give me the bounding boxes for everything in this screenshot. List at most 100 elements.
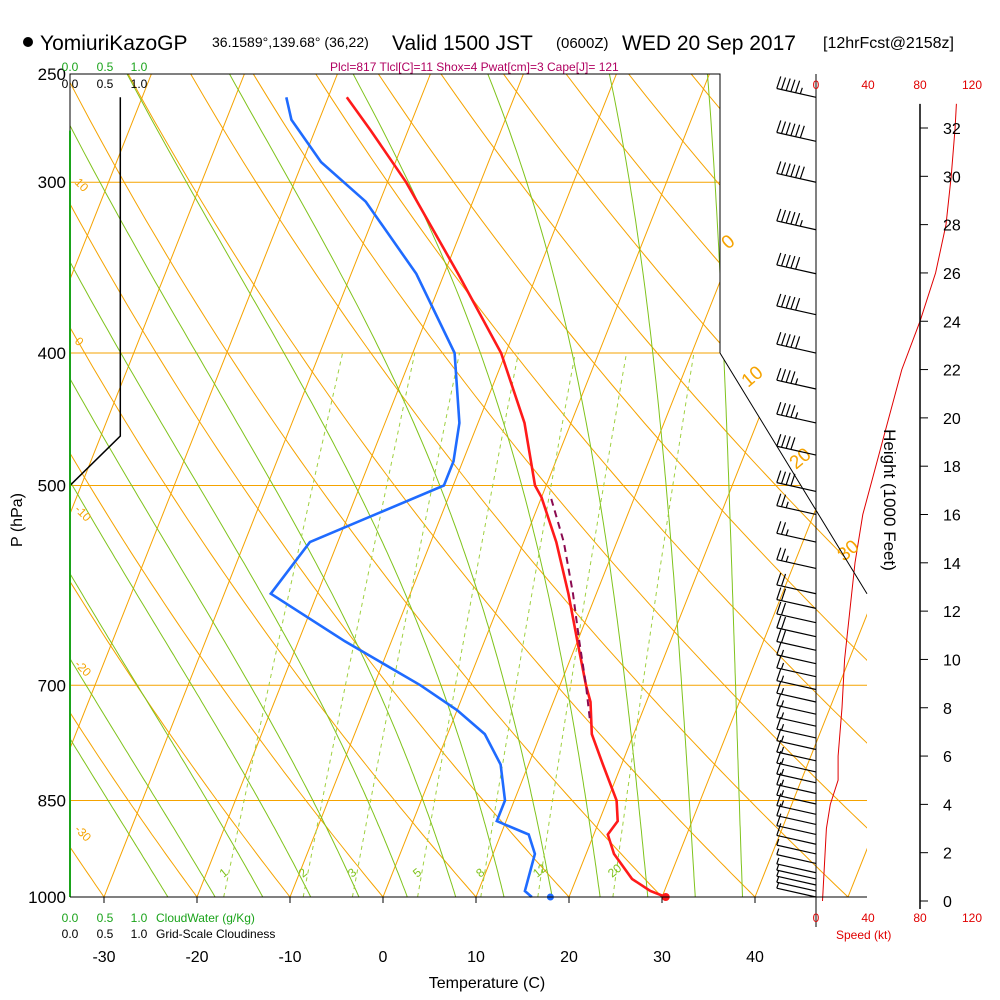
y-axis-title: P (hPa) [9, 493, 26, 547]
pressure-label: 850 [38, 792, 66, 811]
wind-barb [776, 750, 817, 773]
wind-barb [776, 332, 817, 354]
mixing-ratio-line [223, 352, 344, 897]
mixing-ratio-line [480, 352, 576, 897]
station-name: YomiuriKazoGP [40, 32, 187, 55]
pressure-label: 300 [38, 173, 66, 192]
height-tick-label: 30 [943, 169, 961, 186]
isotherm-line [70, 74, 338, 897]
wind-speed-line [822, 103, 957, 902]
moist-adiabat-line [70, 74, 465, 897]
cloud-water-title: CloudWater (g/Kg) [156, 911, 255, 925]
x-tick-label: 30 [653, 949, 671, 966]
pressure-label: 700 [38, 676, 66, 695]
height-tick-label: 22 [943, 363, 961, 380]
wind-barb [776, 76, 817, 98]
cloud-water-tick-top: 0.5 [97, 60, 114, 74]
speed-tick-bottom: 120 [962, 911, 982, 925]
dry-adiabat-line [423, 74, 867, 897]
dry-adiabat-line [856, 74, 867, 897]
dry-adiabat-line [238, 74, 867, 897]
dry-adiabat-line [70, 74, 502, 897]
plot-border-skew [719, 352, 868, 594]
height-tick-label: 26 [943, 266, 961, 283]
dry-adiabat-line [361, 74, 867, 897]
height-tick-label: 12 [943, 604, 961, 621]
wind-barb [776, 493, 817, 516]
wind-barb [776, 655, 817, 678]
dry-adiabat-label: 0 [72, 334, 87, 349]
wind-barb [776, 857, 817, 874]
moist-adiabat-label: 20 [786, 444, 816, 474]
valid-utc: (0600Z) [556, 35, 609, 52]
wind-barb [776, 680, 817, 703]
background-grid [70, 50, 1000, 926]
wind-barb [776, 642, 817, 665]
mixing-ratio-line [351, 352, 460, 897]
x-tick-label: 20 [560, 949, 578, 966]
cloud-water-tick-top: 0.0 [62, 60, 79, 74]
isotherm-line [70, 74, 245, 897]
wind-barb [776, 728, 817, 751]
cloudiness-tick-bottom: 0.0 [62, 927, 79, 941]
wind-barb [776, 587, 817, 609]
cloud-water-tick-bottom: 1.0 [131, 911, 148, 925]
moist-adiabat-line [603, 74, 698, 897]
wind-barb [776, 629, 817, 651]
speed-axis-title: Speed (kt) [836, 928, 891, 942]
dry-adiabat-line [114, 74, 785, 897]
wind-barb [776, 705, 817, 727]
moist-adiabat-line [70, 74, 326, 897]
x-tick-label: 40 [746, 949, 764, 966]
x-tick-label: 10 [467, 949, 485, 966]
speed-tick-bottom: 0 [813, 911, 820, 925]
height-tick-label: 32 [943, 121, 961, 138]
moist-adiabat-line [70, 74, 233, 897]
height-tick-label: 16 [943, 508, 961, 525]
moist-adiabat-line [705, 74, 744, 897]
dry-adiabat-label: 10 [72, 175, 92, 195]
dry-adiabat-line [609, 74, 867, 897]
dry-adiabat-line [981, 50, 1000, 926]
cloudiness-tick-top: 0.5 [97, 77, 114, 91]
wind-barb [776, 668, 817, 691]
moist-adiabat-line [339, 74, 605, 897]
x-tick-label: 0 [379, 949, 388, 966]
moist-adiabat-line [477, 74, 651, 897]
dry-adiabat-line [70, 74, 408, 897]
valid-date: WED 20 Sep 2017 [622, 32, 796, 55]
wind-barb [776, 252, 817, 275]
height-tick-label: 24 [943, 314, 961, 331]
stability-indices: Plcl=817 Tlcl[C]=11 Shox=4 Pwat[cm]=3 Ca… [330, 60, 619, 74]
dry-adiabat-label: -20 [72, 657, 94, 679]
wind-barb [776, 401, 817, 424]
cloudiness-tick-bottom: 1.0 [131, 927, 148, 941]
wind-barb [776, 521, 817, 543]
height-tick-label: 6 [943, 749, 952, 766]
speed-tick-top: 0 [813, 78, 820, 92]
height-tick-label: 18 [943, 459, 961, 476]
height-tick-label: 0 [943, 894, 952, 911]
cloudiness-title: Grid-Scale Cloudiness [156, 927, 275, 941]
wind-barb [776, 120, 817, 142]
dry-adiabat-label: -10 [72, 502, 94, 524]
moist-adiabat-line [215, 74, 558, 897]
dry-adiabat-line [300, 74, 867, 897]
speed-tick-bottom: 80 [913, 911, 927, 925]
wind-barb [776, 876, 817, 892]
height-tick-label: 2 [943, 846, 952, 863]
height-tick-label: 28 [943, 218, 961, 235]
speed-tick-bottom: 40 [861, 911, 875, 925]
cloud-water-tick-bottom: 0.0 [62, 911, 79, 925]
x-axis-title: Temperature (C) [429, 975, 545, 992]
moist-adiabat-label: 0 [718, 231, 740, 254]
dry-adiabat-line [70, 74, 597, 897]
height-tick-label: 4 [943, 797, 952, 814]
temperature-line [345, 96, 667, 899]
wind-barb [776, 813, 817, 836]
isotherm-line [103, 74, 431, 897]
cloudiness-tick-bottom: 0.5 [97, 927, 114, 941]
moist-adiabat-line [113, 74, 512, 897]
